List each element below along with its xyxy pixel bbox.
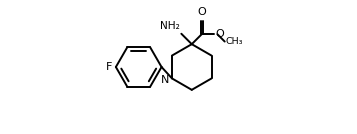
- Text: N: N: [161, 75, 169, 85]
- Text: CH₃: CH₃: [226, 37, 243, 46]
- Text: O: O: [197, 7, 206, 17]
- Text: O: O: [216, 29, 225, 39]
- Text: NH₂: NH₂: [160, 21, 180, 31]
- Text: F: F: [106, 62, 112, 72]
